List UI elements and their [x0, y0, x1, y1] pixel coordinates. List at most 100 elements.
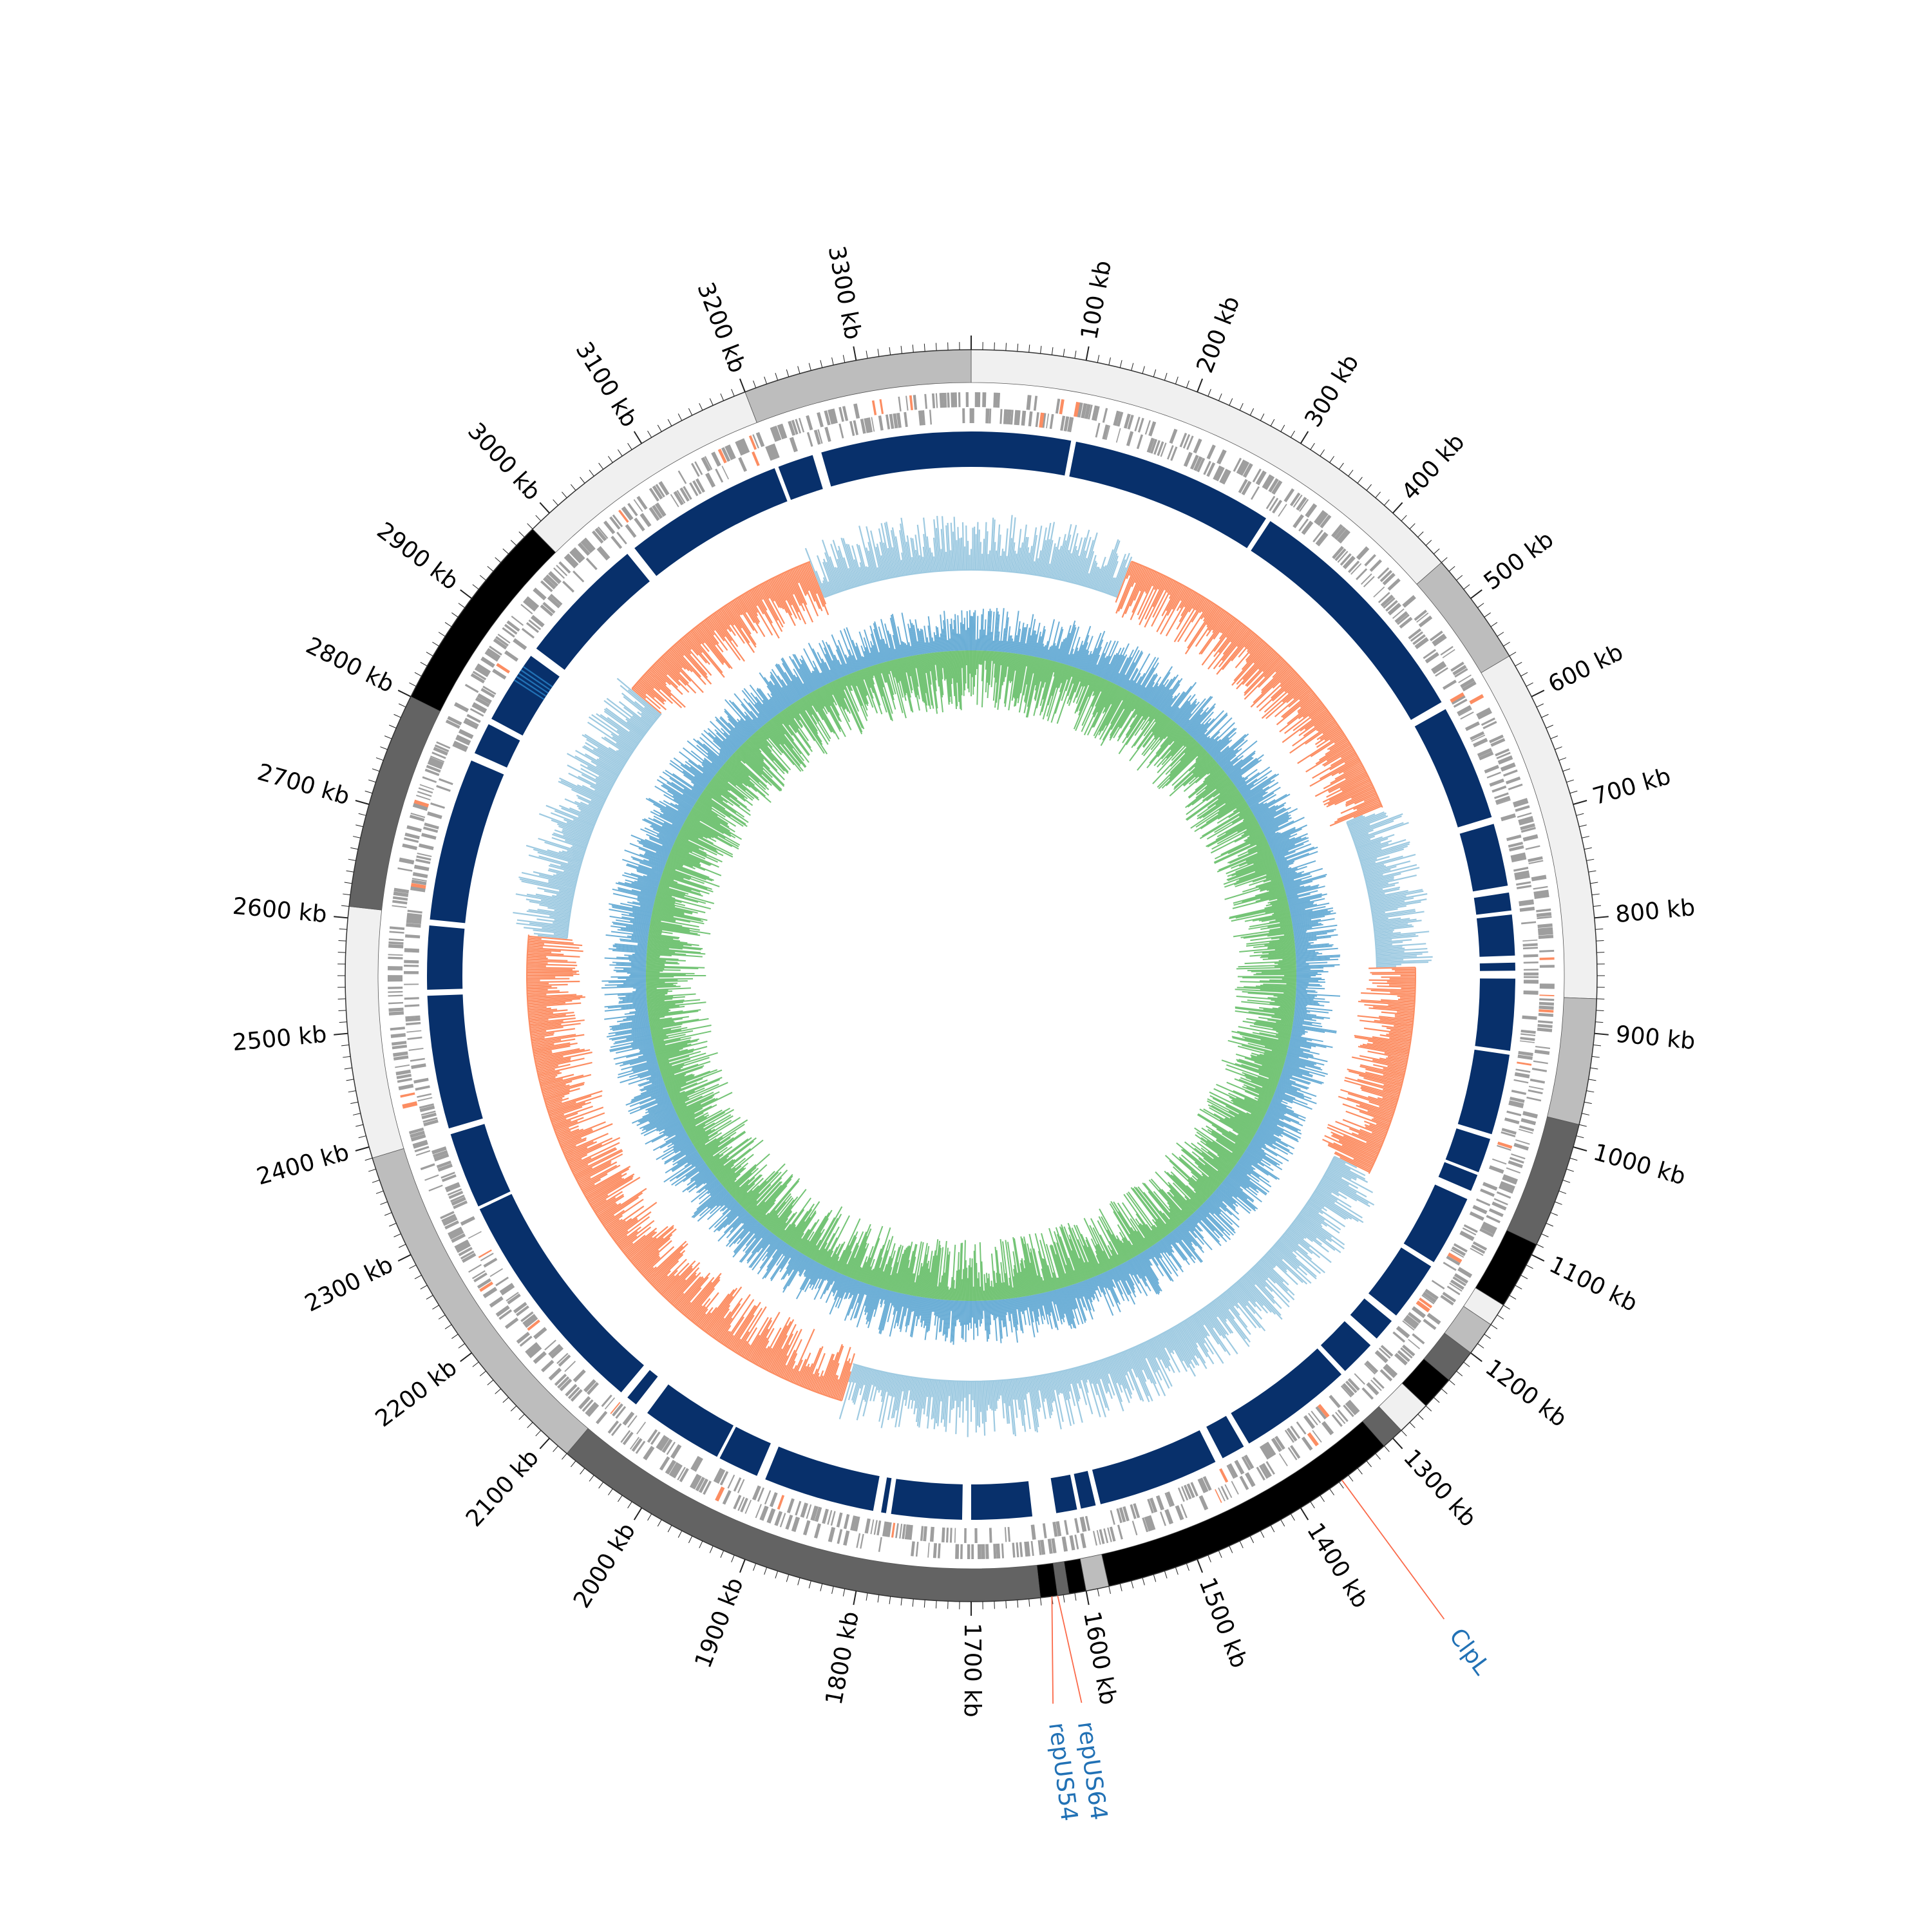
gc-inner-bar: [1102, 691, 1131, 741]
gc-skew-bar: [576, 784, 607, 800]
gc-skew-bar: [519, 878, 575, 892]
gene-tile: [1160, 1511, 1166, 1526]
gc-skew-bar: [1191, 598, 1208, 623]
gc-content-bar: [1110, 1269, 1123, 1295]
gc-inner-bar: [1012, 1287, 1015, 1298]
gc-skew-bar: [1253, 1265, 1290, 1303]
gc-content-bar: [1119, 674, 1126, 687]
gc-skew-bar: [926, 536, 932, 573]
gc-skew-bar: [793, 1370, 800, 1384]
gene-tile: [1425, 652, 1439, 664]
gc-skew-bar: [591, 1177, 641, 1208]
gc-content-bar: [1025, 1296, 1029, 1308]
gc-skew-bar: [879, 542, 889, 579]
gc-content-bar: [1007, 1298, 1013, 1333]
gc-content-bar: [1235, 768, 1258, 786]
gc-content-bar: [1237, 1161, 1260, 1178]
gc-content-bar: [1261, 814, 1291, 831]
gene-tile: [451, 1197, 466, 1206]
gc-inner-bar: [1266, 885, 1284, 891]
gc-content-bar: [1046, 1291, 1057, 1328]
gc-skew-bar: [820, 1359, 835, 1395]
gc-content-bar: [1086, 1279, 1095, 1301]
gc-inner-bar: [1188, 770, 1224, 799]
gc-skew-bar: [878, 1371, 884, 1393]
gc-skew-bar: [1134, 565, 1143, 583]
gc-inner-bar: [1061, 665, 1068, 683]
gc-inner-bar: [993, 1271, 998, 1300]
gc-content-bar: [978, 1300, 980, 1320]
gene-tile: [1486, 772, 1501, 779]
gc-content-bar: [1294, 1006, 1333, 1012]
gc-skew-bar: [544, 1092, 570, 1101]
gc-skew-bar: [816, 555, 833, 595]
gc-inner-bar: [1028, 1233, 1044, 1293]
gc-skew-bar: [527, 990, 560, 993]
gc-content-bar: [1027, 635, 1032, 656]
gc-inner-bar: [1247, 992, 1296, 997]
gc-inner-bar: [1099, 690, 1128, 740]
minor-tick: [352, 1113, 361, 1115]
gc-inner-bar: [1189, 1198, 1200, 1209]
gc-skew-bar: [1206, 606, 1220, 626]
gc-skew-bar: [779, 574, 799, 613]
gene-tile: [1421, 1294, 1435, 1305]
gc-skew-bar: [1238, 634, 1258, 658]
gc-skew-bar: [904, 1376, 911, 1406]
coverage-block: [1231, 1348, 1342, 1444]
gc-content-bar: [1275, 1089, 1285, 1094]
gene-tile: [388, 954, 403, 956]
minor-tick: [889, 1596, 891, 1604]
gc-content-bar: [1111, 656, 1125, 683]
gene-tile: [1268, 478, 1279, 493]
gc-skew-bar: [648, 670, 672, 692]
gc-content-bar: [1227, 756, 1253, 777]
gc-content-bar: [1092, 664, 1098, 675]
gene-tile: [649, 488, 659, 502]
gc-skew-bar: [810, 1352, 826, 1390]
gc-skew-bar: [1200, 614, 1231, 655]
gc-inner-bar: [983, 1274, 987, 1301]
gene-tile: [974, 392, 980, 408]
gc-skew-bar: [731, 601, 741, 616]
gene-tile: [1423, 1318, 1437, 1331]
gc-skew-bar: [547, 907, 571, 913]
gc-inner-bar: [1242, 1036, 1289, 1048]
gc-skew-bar: [1359, 1104, 1393, 1117]
gc-skew-bar: [1075, 550, 1086, 584]
gc-content-bar: [1198, 714, 1228, 744]
gc-skew-bar: [1287, 698, 1320, 724]
gc-content-bar: [1037, 1294, 1043, 1316]
gene-tile: [993, 1544, 997, 1559]
gc-content-bar: [1287, 1051, 1328, 1063]
gc-skew-bar: [876, 567, 882, 581]
gc-content-bar: [1146, 1249, 1164, 1277]
gc-inner-bar: [1142, 1224, 1156, 1244]
gene-tile: [1402, 1320, 1415, 1331]
gc-skew-bar: [728, 602, 757, 645]
gene-tile: [533, 587, 547, 601]
gene-tile: [1523, 954, 1539, 958]
gene-tile: [817, 429, 823, 444]
gene-tile: [1433, 664, 1447, 674]
gene-tile: [1150, 439, 1158, 454]
gene-tile: [1356, 546, 1370, 560]
gc-inner-bar: [1107, 1245, 1119, 1266]
gc-content-bar: [1092, 1276, 1102, 1298]
gc-inner-bar: [896, 1246, 909, 1293]
gc-skew-bar: [933, 556, 936, 572]
gc-inner-bar: [1009, 653, 1014, 681]
gene-tile: [527, 1319, 540, 1331]
tick-label: 200 kb: [1192, 292, 1245, 376]
gc-content-bar: [1189, 1216, 1203, 1232]
gc-skew-bar: [1230, 624, 1245, 643]
gc-content-bar: [924, 1298, 931, 1340]
gc-skew-bar: [1284, 1232, 1299, 1245]
gc-content-bar: [1286, 893, 1298, 898]
gc-content-bar: [974, 610, 976, 651]
gc-skew-bar: [878, 1372, 890, 1422]
gene-tile: [448, 1190, 464, 1199]
gc-content-bar: [1061, 1287, 1073, 1325]
gc-inner-bar: [1137, 1186, 1173, 1231]
gc-skew-bar: [800, 564, 820, 609]
